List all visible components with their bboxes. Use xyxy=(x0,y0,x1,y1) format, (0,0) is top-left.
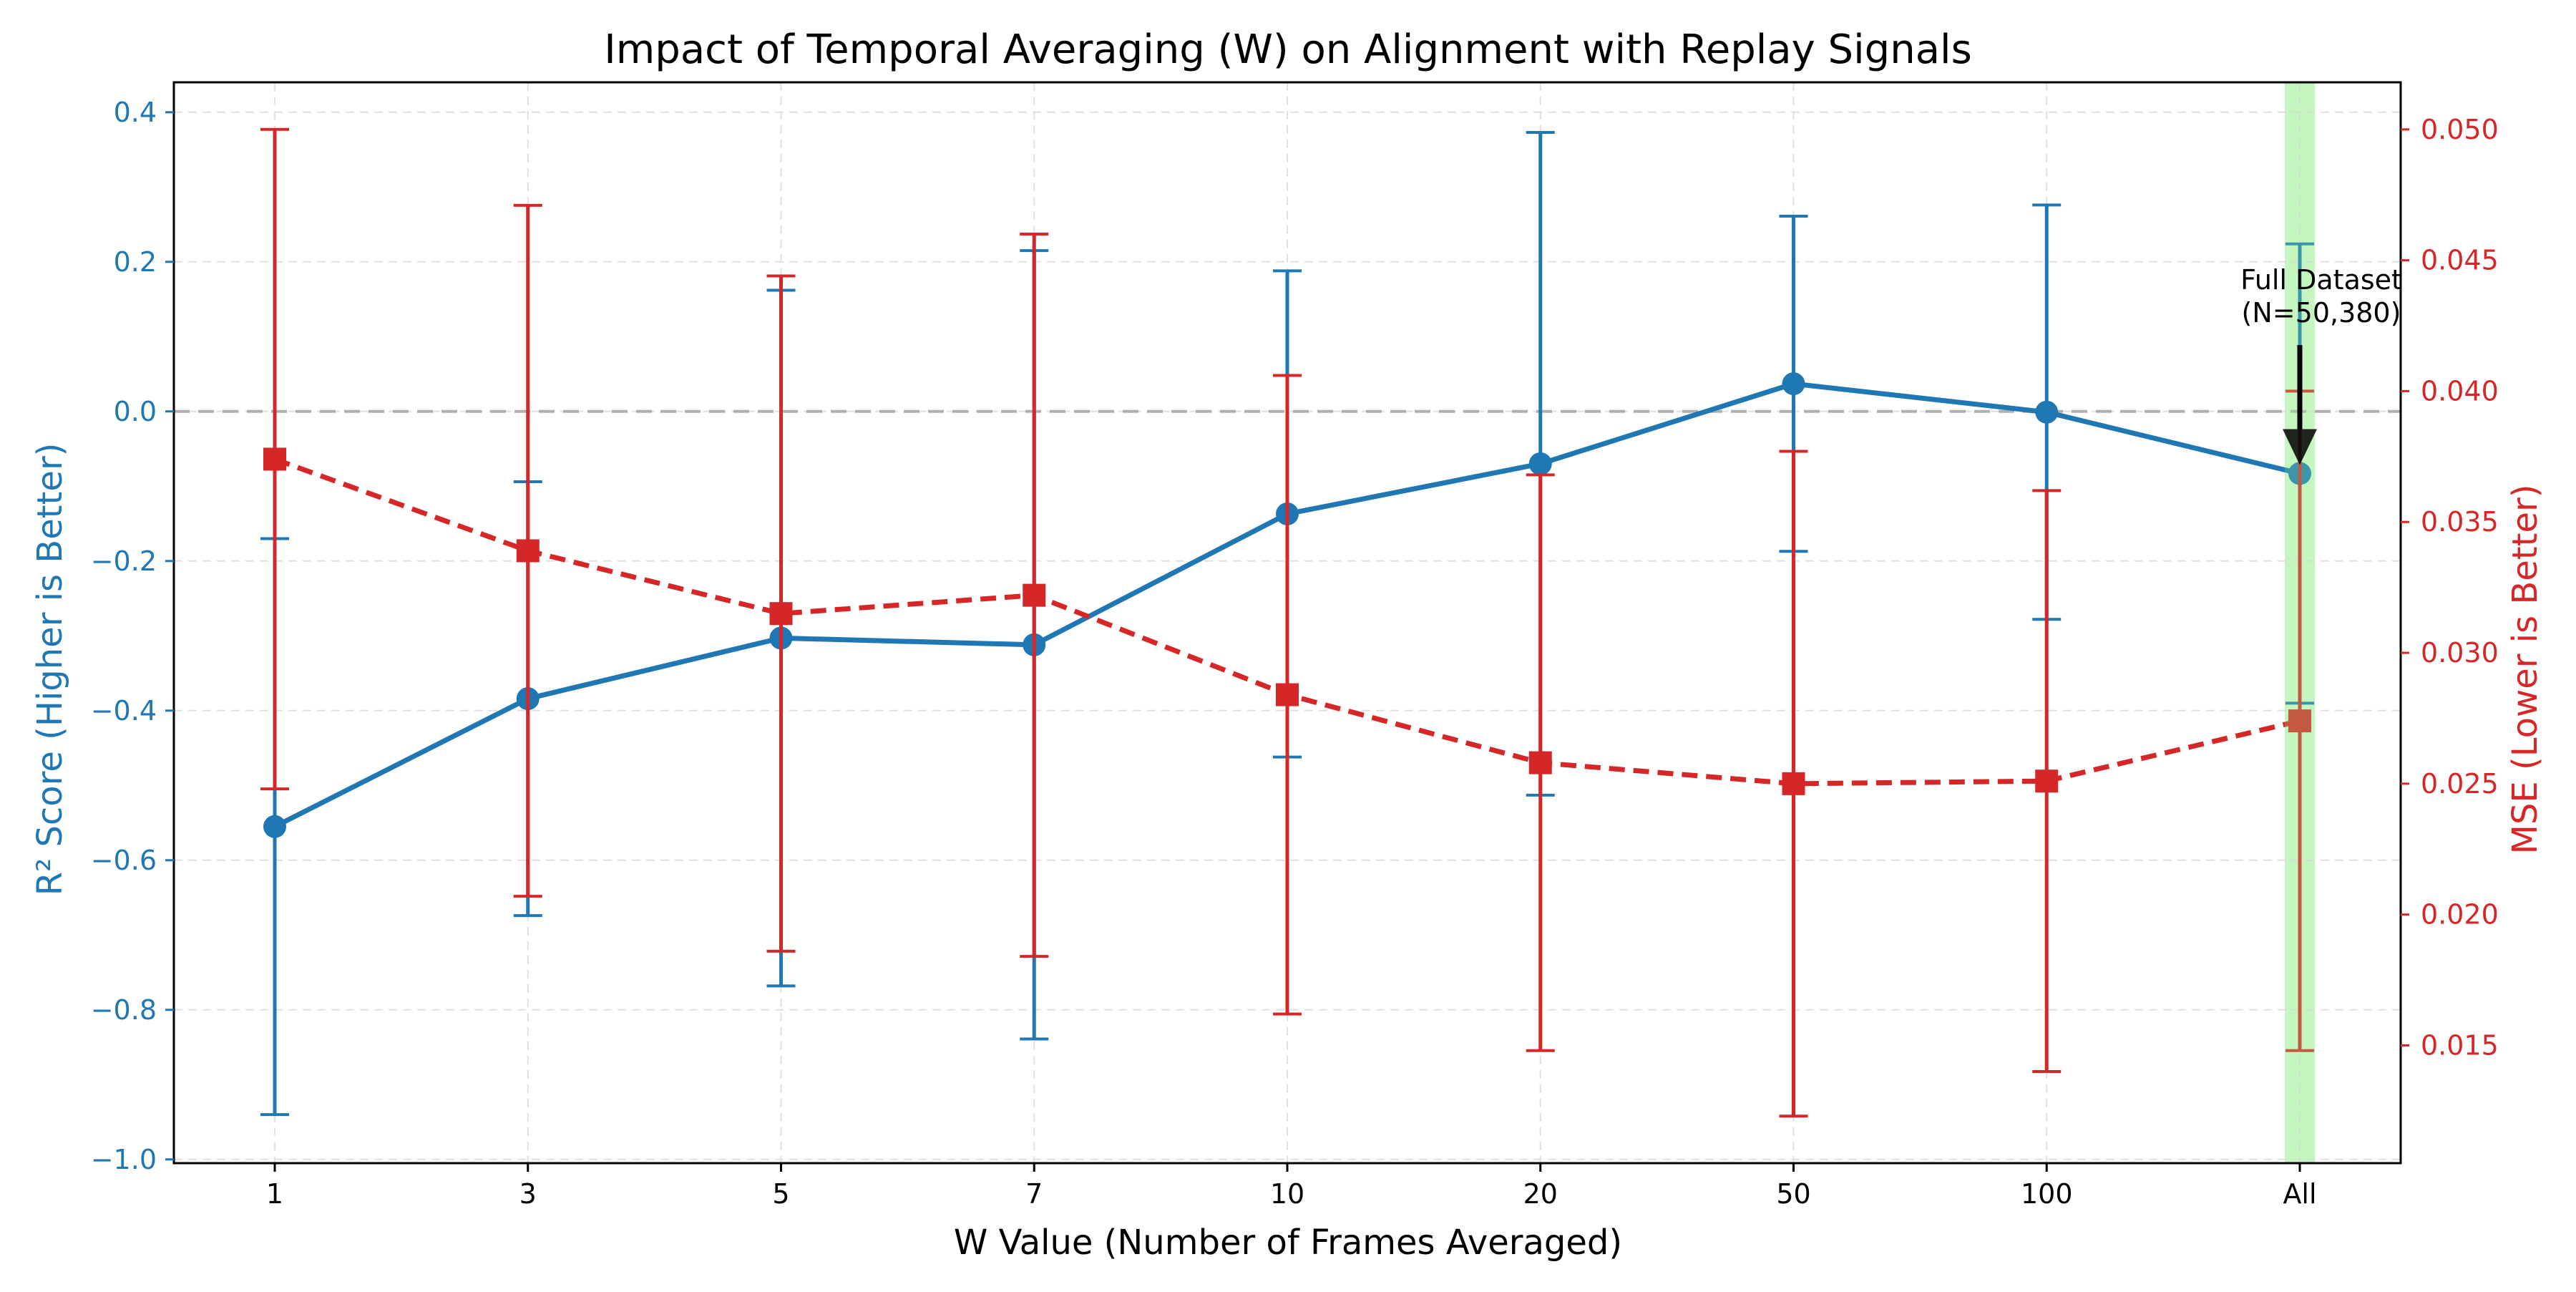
chart-title: Impact of Temporal Averaging (W) on Alig… xyxy=(604,26,1972,73)
data-point xyxy=(1023,583,1046,607)
annotation-arrow-head xyxy=(2283,429,2317,465)
y-left-tick-label: −0.4 xyxy=(91,695,157,727)
y-right-tick-label: 0.030 xyxy=(2421,637,2499,669)
x-tick-label: 7 xyxy=(1025,1178,1043,1210)
annotation-label: Full Dataset xyxy=(2240,264,2402,296)
x-tick-label: 1 xyxy=(266,1178,283,1210)
x-tick-label: 50 xyxy=(1776,1178,1810,1210)
y-right-axis-label: MSE (Lower is Better) xyxy=(2505,485,2545,855)
x-axis-label: W Value (Number of Frames Averaged) xyxy=(954,1223,1622,1263)
x-tick-label: 10 xyxy=(1270,1178,1304,1210)
y-left-tick-label: 0.2 xyxy=(114,246,157,278)
data-point xyxy=(1782,772,1805,795)
y-right-tick-label: 0.050 xyxy=(2421,114,2499,145)
y-left-tick-label: −0.6 xyxy=(91,845,157,876)
y-right-tick-label: 0.025 xyxy=(2421,768,2499,800)
y-left-tick-label: 0.0 xyxy=(114,396,157,427)
data-point xyxy=(516,539,540,563)
y-right-tick-label: 0.035 xyxy=(2421,506,2499,538)
data-point xyxy=(1782,372,1805,396)
y-right-tick-label: 0.040 xyxy=(2421,375,2499,407)
data-point xyxy=(1528,751,1552,774)
data-point xyxy=(1276,683,1299,706)
x-tick-label: 3 xyxy=(519,1178,537,1210)
y-left-tick-label: −0.8 xyxy=(91,994,157,1026)
data-point xyxy=(2288,709,2311,733)
y-right-tick-label: 0.020 xyxy=(2421,899,2499,931)
series-right xyxy=(260,127,2314,1118)
y-left-axis-label: R² Score (Higher is Better) xyxy=(30,443,70,896)
y-right-tick-label: 0.045 xyxy=(2421,245,2499,276)
y-left-tick-label: −0.2 xyxy=(91,545,157,577)
x-tick-label: 100 xyxy=(2021,1178,2073,1210)
y-left-tick-label: −1.0 xyxy=(91,1144,157,1175)
data-point xyxy=(769,602,793,626)
data-point xyxy=(1528,452,1552,475)
data-point xyxy=(263,815,286,838)
y-left-tick-label: 0.4 xyxy=(114,97,157,128)
x-tick-label: 5 xyxy=(772,1178,789,1210)
x-tick-label: 20 xyxy=(1523,1178,1558,1210)
data-point xyxy=(2035,769,2059,793)
highlight-overlay xyxy=(2285,82,2315,1163)
data-point xyxy=(263,447,286,471)
annotation-label: (N=50,380) xyxy=(2242,297,2401,329)
data-point xyxy=(2035,400,2059,424)
y-right-tick-label: 0.015 xyxy=(2421,1029,2499,1061)
x-tick-label: All xyxy=(2283,1178,2316,1210)
